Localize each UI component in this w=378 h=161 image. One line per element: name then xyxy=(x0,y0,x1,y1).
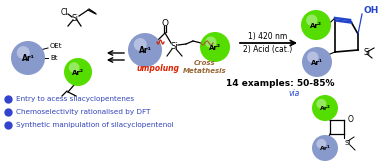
Text: Si: Si xyxy=(71,14,79,23)
Text: Ar¹: Ar¹ xyxy=(22,54,34,63)
Circle shape xyxy=(134,38,147,51)
Text: Entry to acess silacyclopentenes: Entry to acess silacyclopentenes xyxy=(16,96,134,102)
Circle shape xyxy=(205,37,217,48)
Circle shape xyxy=(64,58,92,86)
Text: Si: Si xyxy=(170,42,178,51)
Circle shape xyxy=(17,46,30,59)
Text: Bt: Bt xyxy=(50,55,57,61)
Text: OEt: OEt xyxy=(50,43,62,49)
Text: Ar¹: Ar¹ xyxy=(311,60,323,66)
Text: Metathesis: Metathesis xyxy=(183,68,227,74)
Text: 1) 420 nm: 1) 420 nm xyxy=(248,32,288,41)
Text: Chemoselectivity rationalised by DFT: Chemoselectivity rationalised by DFT xyxy=(16,109,150,115)
Circle shape xyxy=(302,47,332,77)
Text: Ar²: Ar² xyxy=(209,44,221,51)
Text: OH: OH xyxy=(363,5,378,14)
Circle shape xyxy=(128,33,162,67)
Circle shape xyxy=(316,99,326,109)
Circle shape xyxy=(312,95,338,121)
Circle shape xyxy=(11,41,45,75)
Text: Si: Si xyxy=(363,47,370,57)
Text: umpolung: umpolung xyxy=(136,63,180,72)
Circle shape xyxy=(301,10,331,40)
Text: 14 examples: 50-85%: 14 examples: 50-85% xyxy=(226,79,334,87)
Text: Ar²: Ar² xyxy=(310,23,322,28)
Text: via: via xyxy=(288,89,300,98)
Text: O: O xyxy=(348,114,354,123)
Text: Cross: Cross xyxy=(194,60,216,66)
Text: Synthetic manipulation of silacyclopentenol: Synthetic manipulation of silacyclopente… xyxy=(16,122,174,128)
Text: Ar¹: Ar¹ xyxy=(138,46,152,55)
Text: Ar²: Ar² xyxy=(320,106,330,111)
Circle shape xyxy=(69,62,79,73)
Circle shape xyxy=(200,32,230,62)
Text: Ar²: Ar² xyxy=(72,70,84,76)
Circle shape xyxy=(312,135,338,161)
Text: Ar¹: Ar¹ xyxy=(320,146,330,151)
Text: O: O xyxy=(161,19,169,28)
Circle shape xyxy=(306,14,318,26)
Text: 2) Acid (cat.): 2) Acid (cat.) xyxy=(243,44,293,53)
Circle shape xyxy=(307,52,319,63)
Circle shape xyxy=(316,139,326,149)
Text: Cl: Cl xyxy=(60,8,68,16)
Text: Si: Si xyxy=(345,140,351,146)
